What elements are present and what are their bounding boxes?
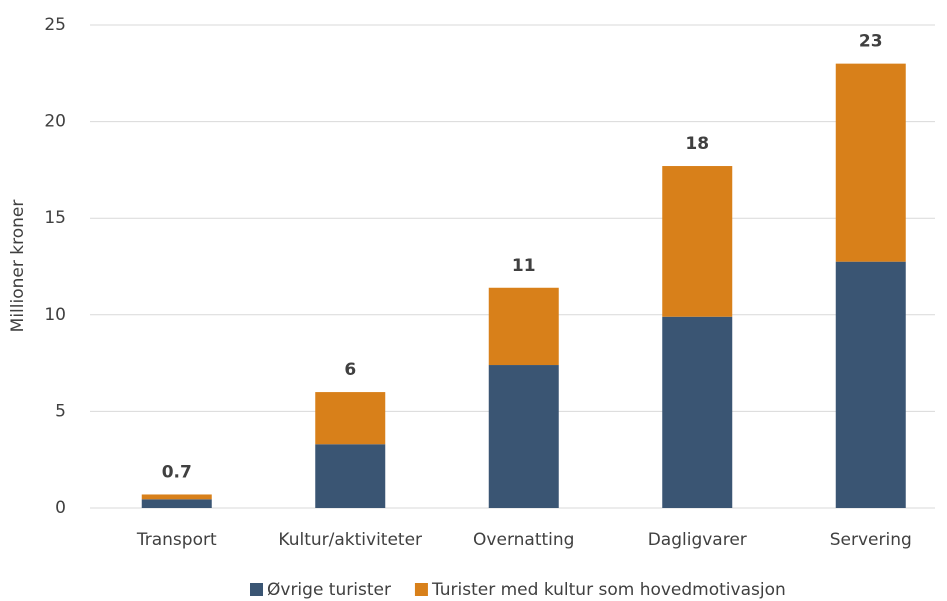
y-tick-label: 20 bbox=[44, 112, 66, 132]
bar-segment bbox=[488, 287, 559, 366]
bar-segment bbox=[315, 444, 386, 508]
x-tick-label: Servering bbox=[830, 530, 912, 550]
y-axis-label: Millioner kroner bbox=[8, 200, 28, 333]
total-label: 0.7 bbox=[162, 462, 192, 482]
x-tick-label: Dagligvarer bbox=[648, 530, 747, 550]
y-tick-label: 10 bbox=[44, 305, 66, 325]
y-tick-label: 0 bbox=[55, 498, 66, 518]
bar-segment bbox=[141, 499, 212, 508]
bar-segment bbox=[488, 365, 559, 508]
legend-label: Øvrige turister bbox=[267, 580, 391, 600]
bar-segment bbox=[835, 261, 906, 508]
total-label: 11 bbox=[512, 256, 536, 276]
bar-segment bbox=[662, 166, 733, 317]
total-label: 6 bbox=[344, 360, 356, 380]
legend-swatch bbox=[414, 583, 428, 596]
bar-segment bbox=[662, 316, 733, 508]
x-tick-label: Overnatting bbox=[473, 530, 574, 550]
y-tick-label: 15 bbox=[44, 208, 66, 228]
legend-swatch bbox=[250, 583, 263, 596]
bar-segment bbox=[835, 63, 906, 262]
x-tick-label: Kultur/aktiviteter bbox=[278, 530, 422, 550]
total-label: 18 bbox=[685, 134, 709, 154]
total-label: 23 bbox=[859, 32, 883, 52]
bar-segment bbox=[315, 392, 386, 445]
y-tick-label: 25 bbox=[44, 15, 66, 35]
x-tick-label: Transport bbox=[136, 530, 217, 550]
legend-label: Turister med kultur som hovedmotivasjon bbox=[431, 580, 786, 600]
y-tick-label: 5 bbox=[55, 401, 66, 421]
bar-segment bbox=[141, 494, 212, 500]
